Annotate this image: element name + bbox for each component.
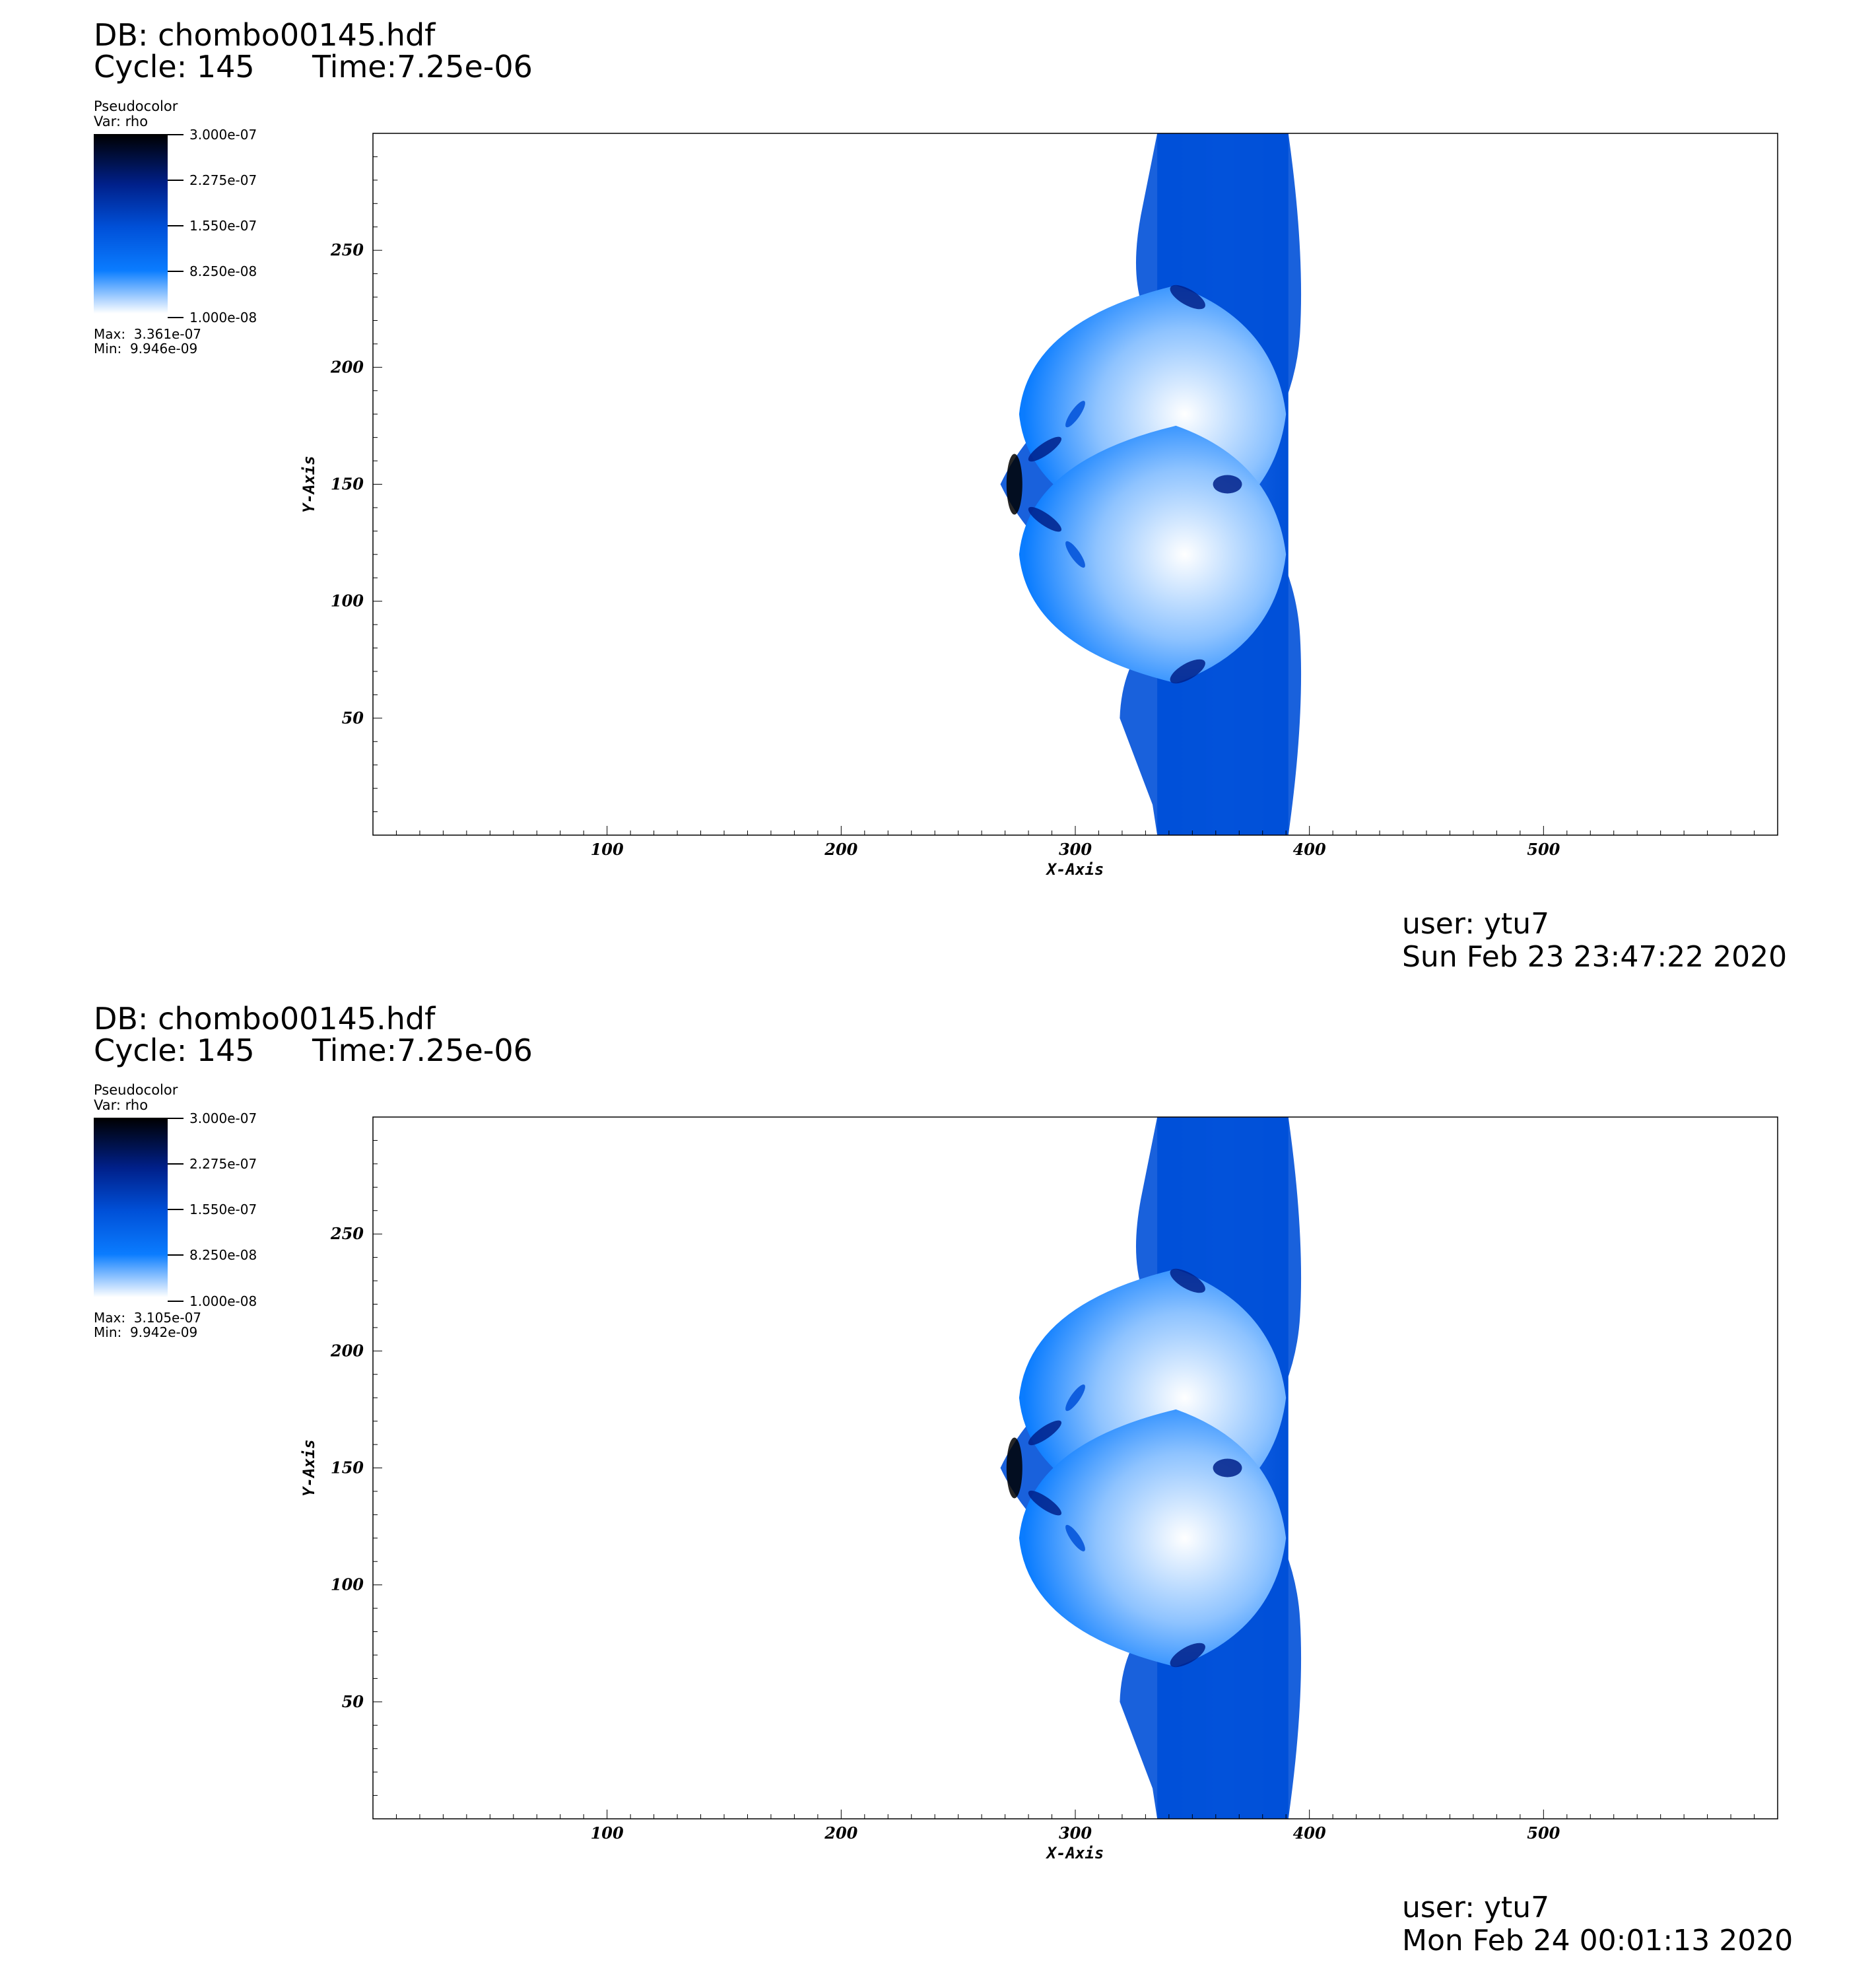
y-tick-label: 150 — [331, 475, 364, 494]
colorbar-tick — [168, 1163, 184, 1165]
dense-nose-filament — [1006, 1437, 1022, 1499]
y-tick-label: 100 — [331, 1575, 364, 1594]
colorbar — [94, 134, 168, 314]
pseudocolor-plot: 100 200 300 400 500 50 100 150 200 250 X-Axis Y-Axi… — [300, 133, 1778, 879]
colorbar-tick-label: 1.550e-07 — [189, 218, 257, 234]
x-tick-label: 100 — [591, 1823, 624, 1843]
y-axis-title: Y-Axis — [300, 1439, 318, 1497]
cycle-label: Cycle: 145 — [94, 1033, 255, 1068]
legend-plot-type: Pseudocolor — [94, 98, 178, 114]
legend-var: Var: rho — [94, 114, 149, 129]
dense-filament — [1028, 506, 1062, 532]
y-tick-label: 200 — [330, 357, 364, 376]
y-tick-label: 200 — [330, 1341, 364, 1360]
colorbar-tick — [168, 1118, 184, 1119]
time-label: Time:7.25e-06 — [312, 1033, 533, 1068]
date-label: Mon Feb 24 00:01:13 2020 — [1402, 1924, 1793, 1957]
colorbar-tick-label: 1.000e-08 — [189, 310, 257, 325]
y-tick-label: 50 — [342, 708, 364, 728]
x-tick-label: 300 — [1059, 840, 1092, 859]
x-tick-label: 200 — [824, 840, 857, 859]
user-label: user: ytu7 — [1402, 1891, 1550, 1924]
db-label: DB: chombo00145.hdf — [94, 1001, 436, 1036]
colorbar-tick-label: 1.550e-07 — [189, 1202, 257, 1217]
colorbar-tick — [168, 1209, 184, 1210]
legend-max: Max: 3.105e-07 — [94, 1310, 202, 1326]
dense-nose-filament — [1006, 454, 1022, 515]
dense-filament — [1170, 659, 1205, 684]
colorbar-tick — [168, 317, 184, 318]
dense-knot — [1213, 1458, 1242, 1478]
dense-filament — [1065, 401, 1085, 428]
colorbar-tick-label: 1.000e-08 — [189, 1293, 257, 1309]
colorbar-tick-label: 8.250e-08 — [189, 1247, 257, 1263]
x-tick-label: 400 — [1293, 1823, 1326, 1843]
x-tick-label: 400 — [1293, 840, 1326, 859]
y-tick-label: 150 — [331, 1458, 364, 1478]
x-axis-title: X-Axis — [1046, 1844, 1104, 1862]
colorbar-tick-label: 3.000e-07 — [189, 1110, 257, 1126]
y-axis-title: Y-Axis — [300, 456, 318, 513]
dense-filament — [1028, 1420, 1062, 1446]
dense-filament — [1028, 436, 1062, 462]
cycle-label: Cycle: 145 — [94, 49, 255, 85]
density-field — [1000, 133, 1302, 835]
colorbar-tick-label: 2.275e-07 — [189, 172, 257, 188]
pseudocolor-plot: 100 200 300 400 500 50 100 150 200 250 X-Axis Y-Axi… — [300, 1116, 1778, 1862]
x-tick-label: 300 — [1059, 1823, 1092, 1843]
dense-filament — [1065, 1524, 1085, 1551]
panel-top: DB: chombo00145.hdf Cycle: 145 Time:7.25… — [0, 0, 1876, 984]
y-tick-label: 250 — [330, 240, 364, 259]
x-tick-label: 500 — [1527, 1823, 1560, 1843]
dense-filament — [1170, 1643, 1205, 1668]
dense-knot — [1213, 475, 1242, 494]
y-tick-label: 50 — [342, 1692, 364, 1711]
x-axis-title: X-Axis — [1046, 860, 1104, 879]
colorbar-tick — [168, 225, 184, 226]
dense-filament — [1170, 285, 1205, 310]
dense-filament — [1065, 1384, 1085, 1411]
dense-filament — [1170, 1268, 1205, 1293]
panel-bottom: DB: chombo00145.hdf Cycle: 145 Time:7.25… — [0, 984, 1876, 1967]
colorbar — [94, 1118, 168, 1297]
x-tick-label: 500 — [1527, 840, 1560, 859]
colorbar-tick — [168, 1301, 184, 1302]
density-field — [1000, 1117, 1302, 1819]
legend-var: Var: rho — [94, 1097, 149, 1113]
legend-plot-type: Pseudocolor — [94, 1082, 178, 1098]
time-label: Time:7.25e-06 — [312, 49, 533, 85]
dense-filament — [1028, 1490, 1062, 1516]
colorbar-tick — [168, 134, 184, 135]
colorbar-tick — [168, 180, 184, 181]
y-tick-label: 250 — [330, 1224, 364, 1243]
x-tick-label: 200 — [824, 1823, 857, 1843]
legend-max: Max: 3.361e-07 — [94, 326, 202, 342]
colorbar-tick-label: 2.275e-07 — [189, 1156, 257, 1172]
dense-filament — [1065, 541, 1085, 568]
x-tick-label: 100 — [591, 840, 624, 859]
legend-min: Min: 9.946e-09 — [94, 341, 198, 357]
db-label: DB: chombo00145.hdf — [94, 17, 436, 53]
y-tick-label: 100 — [331, 592, 364, 611]
colorbar-tick-label: 8.250e-08 — [189, 263, 257, 279]
colorbar-tick-label: 3.000e-07 — [189, 127, 257, 143]
colorbar-tick — [168, 1254, 184, 1256]
colorbar-tick — [168, 271, 184, 272]
user-label: user: ytu7 — [1402, 907, 1550, 941]
legend-min: Min: 9.942e-09 — [94, 1324, 198, 1340]
date-label: Sun Feb 23 23:47:22 2020 — [1402, 940, 1788, 974]
